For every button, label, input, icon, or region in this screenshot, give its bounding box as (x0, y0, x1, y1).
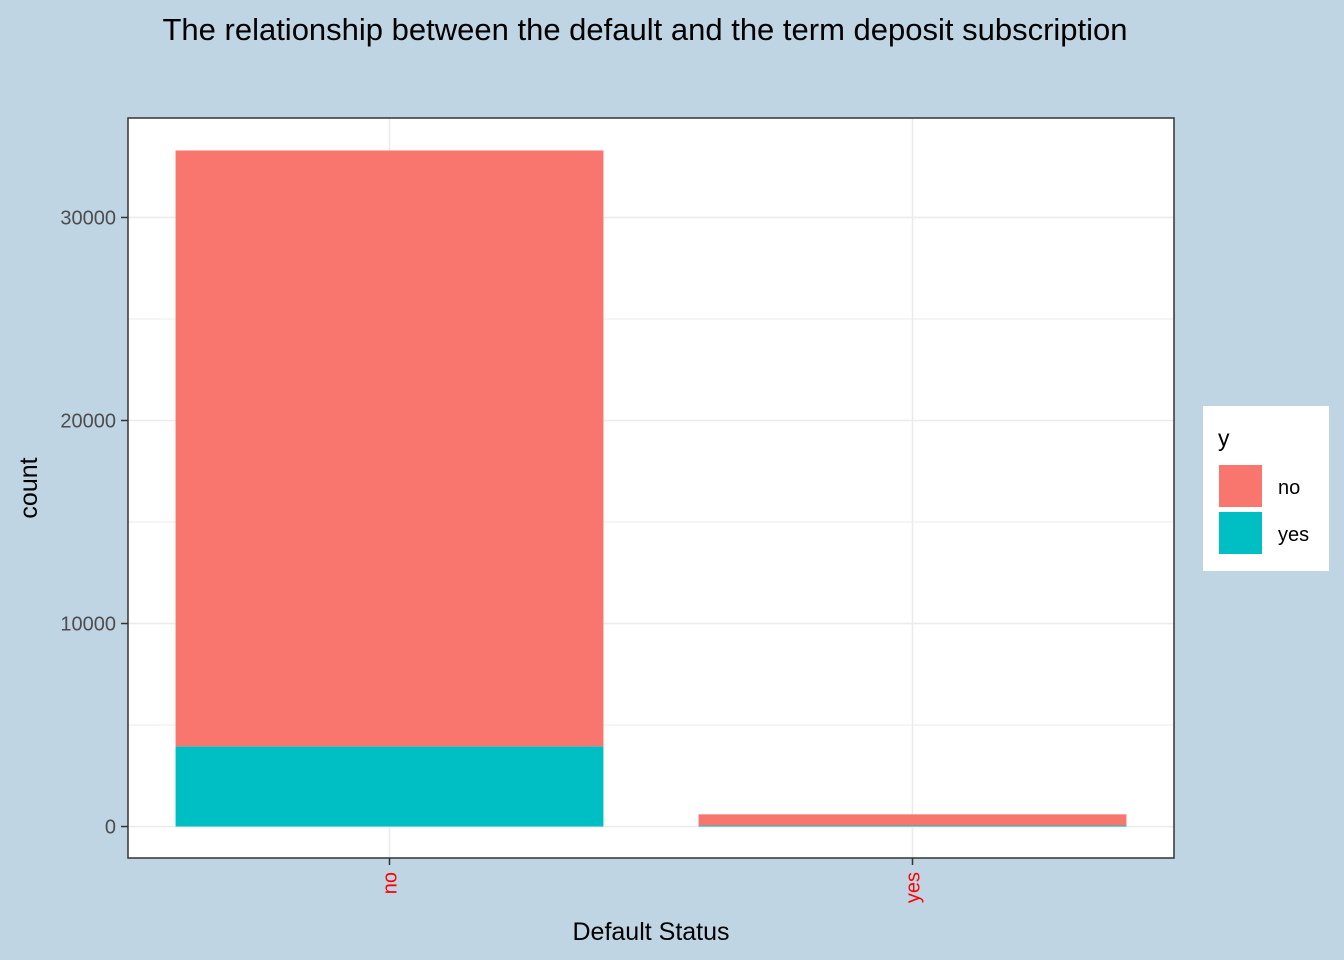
y-tick-label: 20000 (60, 410, 116, 432)
bar-yes-no (698, 814, 1127, 826)
legend-swatch-yes (1219, 512, 1262, 554)
legend-title: y (1218, 425, 1230, 451)
x-axis-label: Default Status (572, 918, 729, 946)
legend-swatch-no (1219, 465, 1262, 507)
plot-border (127, 117, 1175, 859)
y-axis-label: count (15, 457, 43, 518)
x-tick-label: yes (903, 872, 925, 903)
bars (175, 150, 1127, 827)
x-axis: no yes (380, 858, 925, 903)
bar-yes-yes (698, 825, 1127, 827)
bar-no-yes (175, 746, 604, 827)
bar-no-no (175, 150, 604, 747)
x-tick-label: no (380, 872, 402, 894)
y-tick-label: 10000 (60, 614, 116, 636)
chart-title: The relationship between the default and… (162, 12, 1127, 47)
y-axis: 0 10000 20000 30000 (60, 207, 128, 839)
legend-label-no: no (1278, 477, 1300, 499)
y-tick-label: 0 (105, 817, 116, 839)
legend-label-yes: yes (1278, 524, 1309, 546)
y-tick-label: 30000 (60, 207, 116, 229)
legend-items: no yes (1219, 465, 1309, 554)
legend: y no yes (1203, 406, 1329, 571)
